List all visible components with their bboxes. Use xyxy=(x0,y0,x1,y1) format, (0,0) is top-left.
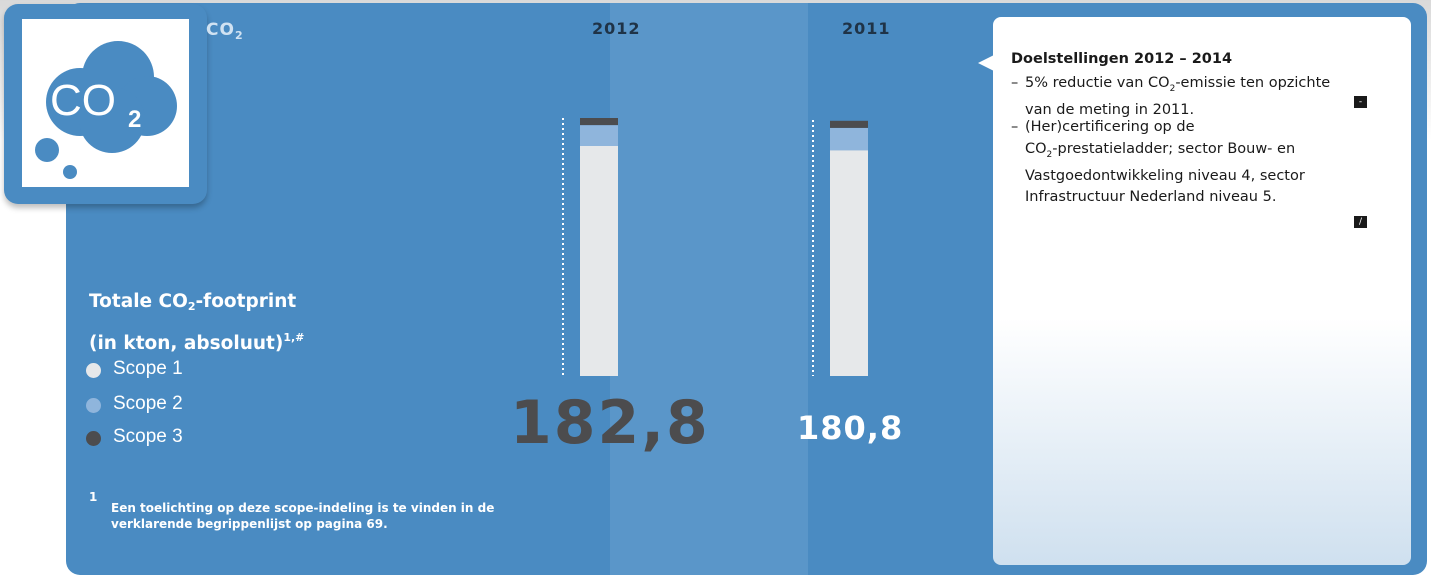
legend-label: Scope 3 xyxy=(113,426,183,447)
target-item-1: – 5% reductie van CO2-emissie ten opzich… xyxy=(1011,75,1331,119)
legend-swatch xyxy=(86,431,101,446)
year-label-2011: 2011 xyxy=(842,19,891,38)
co2-icon-text: CO xyxy=(50,76,116,125)
section-heading: CO2 xyxy=(206,20,244,42)
legend-swatch xyxy=(86,398,101,413)
bar-2011-scope-3 xyxy=(830,120,868,128)
total-label-2012: 182,8 xyxy=(510,388,710,458)
co2-icon-background: CO 2 xyxy=(22,19,189,187)
total-label-2011: 180,8 xyxy=(797,409,904,447)
co2-icon-sub: 2 xyxy=(128,106,141,133)
legend-label: Scope 2 xyxy=(113,393,183,414)
marker-dash: - xyxy=(1354,96,1367,108)
targets-title: Doelstellingen 2012 – 2014 xyxy=(1011,51,1233,67)
co2-cloud-icon: CO 2 xyxy=(35,41,177,179)
year-label-2012: 2012 xyxy=(592,19,641,38)
bar-2012-scope-2 xyxy=(580,125,618,146)
chart-title: Totale CO2-footprint (in kton, absoluut)… xyxy=(89,291,305,354)
targets-box xyxy=(993,17,1411,565)
bar-2011-scope-1 xyxy=(830,150,868,376)
bar-2012-scope-3 xyxy=(580,118,618,126)
footnote-number: 1 xyxy=(89,490,98,504)
marker-slash: / xyxy=(1354,216,1367,228)
legend-swatch xyxy=(86,363,101,378)
co2-icon-card: CO 2 xyxy=(4,4,207,204)
bar-2012-scope-1 xyxy=(580,145,618,376)
target-box-pointer xyxy=(978,55,994,71)
column-2012-highlight xyxy=(610,3,808,575)
footnote-text: Een toelichting op deze scope-indeling i… xyxy=(111,501,495,531)
legend-label: Scope 1 xyxy=(113,358,183,379)
target-item-2: – (Her)certificering op de CO2-prestatiel… xyxy=(1011,119,1305,206)
bar-2011-scope-2 xyxy=(830,127,868,151)
